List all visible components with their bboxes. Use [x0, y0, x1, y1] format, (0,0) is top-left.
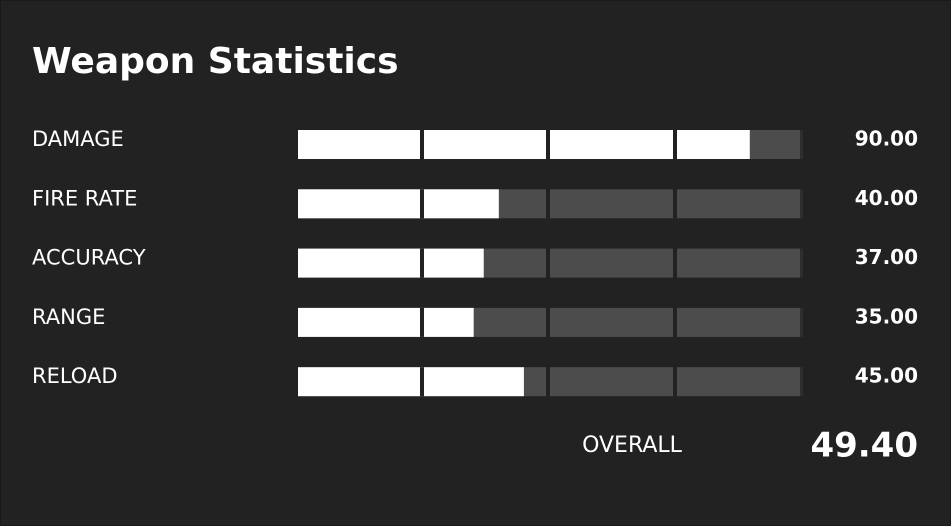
stat-label: DAMAGE: [32, 127, 124, 151]
bar-segment: [677, 248, 800, 278]
bar-gap: [420, 130, 424, 159]
overall-label: OVERALL: [582, 433, 683, 458]
bar-gap: [420, 367, 424, 397]
bar-end: [800, 367, 803, 397]
bar-segment: [550, 189, 673, 219]
bar-segment: [550, 248, 673, 278]
bar-segment: [677, 307, 800, 337]
bar-gap: [546, 189, 550, 219]
bar-end: [800, 189, 803, 219]
bar-gap: [673, 130, 677, 159]
bar-segment: [550, 307, 673, 337]
bar-end: [800, 248, 803, 278]
bar-segment: [550, 367, 673, 397]
stat-label: FIRE RATE: [32, 186, 137, 210]
bar-gap: [673, 189, 677, 219]
panel-title: Weapon Statistics: [32, 41, 399, 82]
bar-gap: [546, 130, 550, 159]
bar-gap: [673, 307, 677, 337]
bar-gap: [420, 307, 424, 337]
bar-fill: [298, 189, 499, 219]
bar-gap: [546, 248, 550, 278]
bar-gap: [546, 307, 550, 337]
bar-gap: [673, 248, 677, 278]
stat-label: RANGE: [32, 305, 105, 329]
bar-gap: [420, 189, 424, 219]
stat-value: 40.00: [855, 186, 918, 210]
bar-segment: [677, 367, 800, 397]
bar-fill: [298, 307, 474, 337]
bar-gap: [673, 367, 677, 397]
bar-gap: [420, 248, 424, 278]
overall-value: 49.40: [810, 426, 918, 466]
bar-fill: [298, 367, 524, 397]
stat-label: ACCURACY: [32, 246, 146, 270]
stat-value: 90.00: [855, 127, 918, 151]
bar-end: [800, 307, 803, 337]
bar-segment: [677, 189, 800, 219]
stat-value: 35.00: [855, 304, 918, 328]
stat-value: 37.00: [855, 245, 918, 269]
stat-label: RELOAD: [32, 364, 118, 388]
bar-end: [800, 130, 803, 159]
stat-value: 45.00: [855, 364, 918, 388]
bar-fill: [298, 130, 750, 159]
bar-gap: [546, 367, 550, 397]
bar-fill: [298, 248, 484, 278]
